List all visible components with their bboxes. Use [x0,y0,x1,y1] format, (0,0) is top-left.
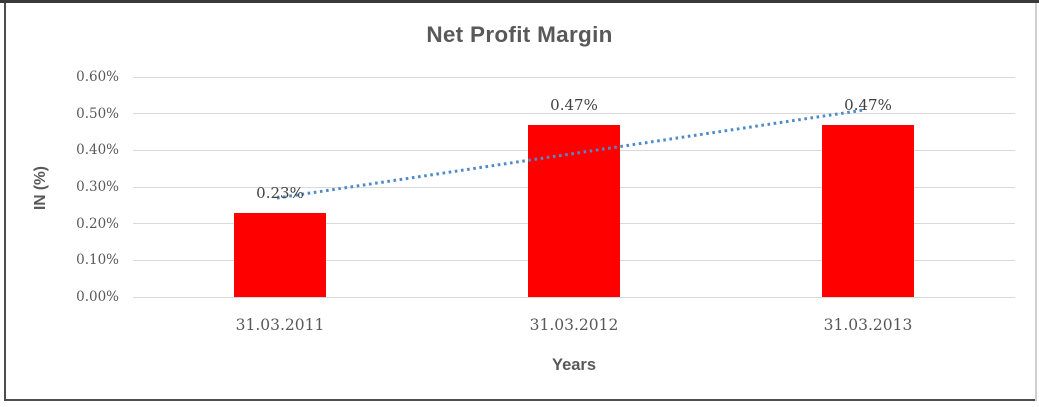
data-label: 0.23% [256,183,304,202]
x-tick-label: 31.03.2012 [529,316,619,334]
data-label: 0.47% [550,95,598,114]
gridline [133,296,1015,298]
x-tick-label: 31.03.2013 [823,316,913,334]
y-tick-label: 0.10% [76,252,119,269]
frame-border-left [4,3,6,400]
y-tick-label: 0.40% [76,142,119,159]
y-tick-label: 0.30% [76,179,119,195]
y-tick-label: 0.60% [76,69,119,85]
chart-title: Net Profit Margin [426,22,613,47]
bar-31.03.2012 [528,124,620,297]
y-tick-label: 0.20% [76,215,119,232]
bar-31.03.2013 [822,124,914,297]
gridline [133,76,1015,78]
x-tick-label: 31.03.2011 [235,316,325,334]
data-label: 0.47% [844,95,892,114]
x-axis-title: Years [551,356,597,374]
frame-border-top [0,0,1039,3]
y-tick-label: 0.50% [76,105,119,122]
y-tick-label: 0.00% [76,289,119,305]
bar-31.03.2011 [234,212,326,297]
frame-border-right [1035,3,1037,401]
frame-border-bottom [4,399,1037,401]
